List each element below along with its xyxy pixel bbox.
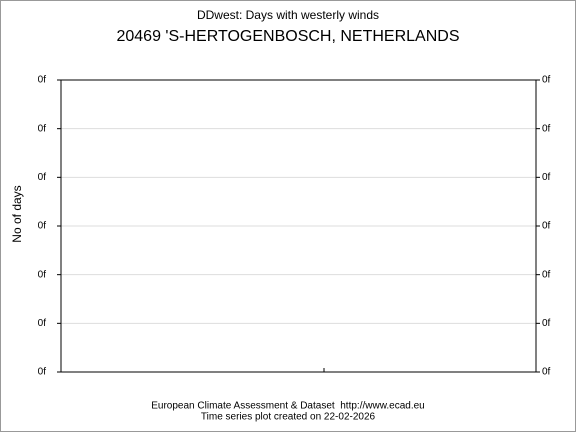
y-axis-label: No of days	[10, 185, 24, 242]
y-tick-label: 0f	[38, 221, 47, 232]
y2-tick-label: 0f	[542, 75, 551, 86]
y-tick-label: 0f	[38, 75, 47, 86]
y-tick-label: 0f	[38, 172, 47, 183]
y2-tick-label: 0f	[542, 123, 551, 134]
footer: Time series plot created on 22-02-2026	[201, 412, 376, 423]
y-tick-label: 0f	[38, 269, 47, 280]
footer: European Climate Assessment & Dataset ht…	[151, 401, 424, 412]
y2-tick-label: 0f	[542, 318, 551, 329]
y-tick-label: 0f	[38, 367, 47, 378]
chart-subtitle: 20469 'S-HERTOGENBOSCH, NETHERLANDS	[116, 28, 459, 45]
plot-area	[60, 79, 537, 373]
y-tick-label: 0f	[38, 318, 47, 329]
y2-tick-label: 0f	[542, 367, 551, 378]
y-tick-label: 0f	[38, 123, 47, 134]
chart-title: DDwest: Days with westerly winds	[197, 8, 379, 22]
y2-tick-label: 0f	[542, 221, 551, 232]
y2-tick-label: 0f	[542, 172, 551, 183]
y2-tick-label: 0f	[542, 269, 551, 280]
